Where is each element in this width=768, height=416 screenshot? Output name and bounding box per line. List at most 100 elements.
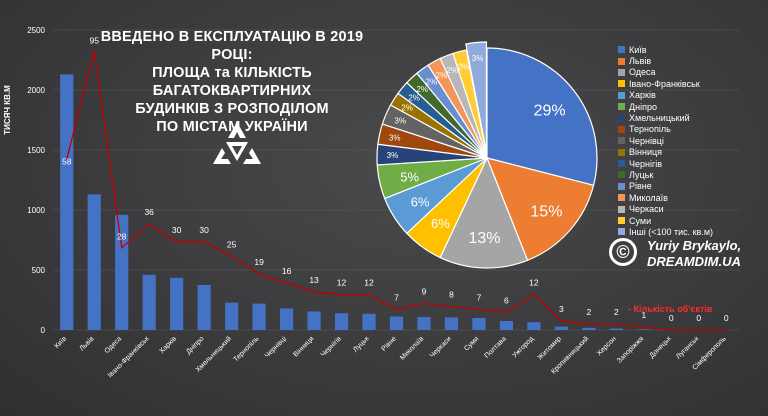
legend-label: Дніпро <box>629 101 657 112</box>
legend-label: Чернівці <box>629 135 664 146</box>
legend-swatch <box>618 103 625 111</box>
legend-label: Одеса <box>629 67 656 78</box>
legend-item: Черкаси <box>618 203 768 214</box>
pie-legend: Київ Львів Одеса Івано-Франківськ Харків Дніп… <box>618 44 768 238</box>
bar <box>417 317 431 330</box>
legend-label: Рівне <box>629 181 652 192</box>
credit-author: Yuriy Brykaylo, <box>647 238 742 253</box>
legend-label: Київ <box>629 44 647 55</box>
x-tick-label: Луцьк <box>352 335 371 354</box>
legend-swatch <box>618 68 625 76</box>
bar <box>252 303 266 330</box>
bar <box>170 277 184 330</box>
dreamdim-logo-icon <box>213 122 261 164</box>
legend-label: Тернопіль <box>629 124 671 135</box>
legend-item: Інші (<100 тис. кв.м) <box>618 226 768 237</box>
x-tick-label: Миколаїв <box>399 335 426 362</box>
line-data-label: 7 <box>477 292 482 302</box>
legend-label: Черкаси <box>629 204 664 215</box>
x-tick-label: Донецьк <box>649 335 674 360</box>
line-data-label: 7 <box>394 292 399 302</box>
legend-label: Вінниця <box>629 147 662 158</box>
title-line: ПЛОЩА та КІЛЬКІСТЬ БАГАТОКВАРТИРНИХ <box>152 65 312 99</box>
bar <box>554 326 568 330</box>
line-data-label: 36 <box>144 207 154 217</box>
line-data-label: 30 <box>199 225 209 235</box>
legend-swatch <box>618 160 625 168</box>
line-data-label: 30 <box>172 225 182 235</box>
bar <box>472 318 486 330</box>
legend-label: Суми <box>629 215 652 226</box>
bar <box>362 313 376 330</box>
legend-item: Львів <box>618 55 768 66</box>
line-data-label: 9 <box>422 287 427 297</box>
bar <box>225 302 239 330</box>
legend-item: Вінниця <box>618 147 768 158</box>
x-tick-label: Суми <box>463 335 480 352</box>
legend-item: Рівне <box>618 181 768 192</box>
bar <box>115 214 129 330</box>
legend-item: Тернопіль <box>618 124 768 135</box>
legend-swatch <box>618 194 625 202</box>
credit-site: DREAMDIM.UA <box>647 254 741 269</box>
legend-swatch <box>618 57 625 65</box>
line-data-label: 1 <box>641 310 646 320</box>
x-tick-label: Київ <box>54 335 69 350</box>
line-data-label: 12 <box>529 278 539 288</box>
title-line: ВВЕДЕНО В ЕКСПЛУАТАЦІЮ В 2019 РОЦІ: <box>100 29 364 63</box>
line-series-legend: - Кількість об'єктів <box>628 304 713 314</box>
line-data-label: 0 <box>724 313 729 323</box>
legend-label: Львів <box>629 56 652 67</box>
legend-item: Дніпро <box>618 101 768 112</box>
line-data-label: 19 <box>254 257 264 267</box>
bar <box>582 327 596 330</box>
x-tick-label: Полтава <box>483 335 507 359</box>
legend-swatch <box>618 114 625 122</box>
bar <box>637 329 651 330</box>
line-data-label: 95 <box>89 36 99 46</box>
bar <box>609 328 623 330</box>
x-tick-label: Вінниця <box>292 335 316 359</box>
legend-label: Івано-Франківськ <box>629 78 700 89</box>
credit-text: Yuriy Brykaylo, DREAMDIM.UA <box>647 238 741 270</box>
series-line <box>66 50 727 331</box>
legend-swatch <box>618 46 625 54</box>
y-tick-label: 2000 <box>27 86 45 95</box>
x-tick-label: Херсон <box>596 335 618 357</box>
x-tick-label: Запоріжжя <box>615 335 645 365</box>
x-tick-label: Луганськ <box>675 335 701 361</box>
line-data-label: 3 <box>559 304 564 314</box>
line-data-label: 16 <box>282 266 292 276</box>
legend-item: Харків <box>618 90 768 101</box>
legend-swatch <box>618 125 625 133</box>
chart-title: ВВЕДЕНО В ЕКСПЛУАТАЦІЮ В 2019 РОЦІ: ПЛОЩ… <box>82 28 382 136</box>
legend-item: Луцьк <box>618 169 768 180</box>
legend-item: Одеса <box>618 67 768 78</box>
line-data-label: 13 <box>309 275 319 285</box>
y-tick-label: 1000 <box>27 206 45 215</box>
bar <box>527 322 541 330</box>
bar <box>142 274 156 330</box>
x-tick-label: Одеса <box>104 335 124 355</box>
legend-item: Івано-Франківськ <box>618 78 768 89</box>
bar <box>499 321 514 330</box>
legend-item: Чернігів <box>618 158 768 169</box>
legend-swatch <box>618 80 625 88</box>
x-tick-label: Ужгород <box>511 335 535 359</box>
x-tick-label: Дніпро <box>185 335 206 356</box>
legend-swatch <box>618 217 625 225</box>
legend-label: Луцьк <box>629 169 654 180</box>
legend-swatch <box>618 171 625 179</box>
x-tick-label: Черкаси <box>429 335 453 359</box>
legend-swatch <box>618 148 625 156</box>
legend-label: Інші (<100 тис. кв.м) <box>629 226 714 237</box>
legend-swatch <box>618 182 625 190</box>
legend-label: Харків <box>629 90 656 101</box>
bar <box>444 317 459 330</box>
line-data-label: 25 <box>227 240 237 250</box>
y-tick-label: 500 <box>32 266 46 275</box>
line-data-label: 8 <box>449 289 454 299</box>
bar <box>60 74 74 331</box>
